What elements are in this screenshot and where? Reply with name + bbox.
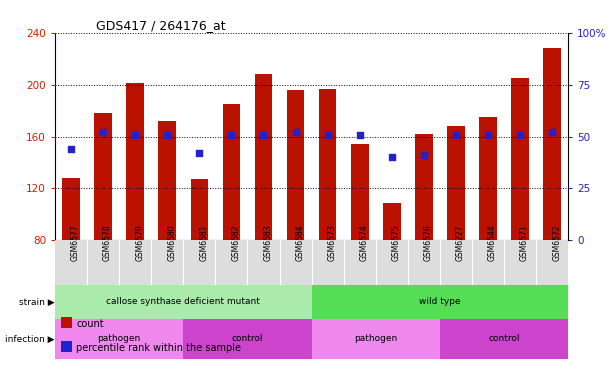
Bar: [55, 285, 312, 319]
Bar: [183, 319, 312, 359]
Text: pathogen: pathogen: [98, 335, 141, 343]
Text: GSM6575: GSM6575: [392, 224, 401, 261]
Text: count: count: [76, 319, 104, 329]
Bar: [415, 134, 433, 240]
Bar: [62, 178, 80, 240]
Point: [515, 132, 525, 138]
Point: [66, 146, 76, 152]
Point: [483, 132, 493, 138]
Point: [227, 132, 236, 138]
Bar: [511, 78, 529, 240]
Text: strain ▶: strain ▶: [20, 298, 55, 306]
Text: GSM6577: GSM6577: [71, 224, 80, 261]
Text: pathogen: pathogen: [354, 335, 397, 343]
Bar: [126, 83, 144, 240]
Bar: [158, 121, 176, 240]
Text: GSM6227: GSM6227: [456, 224, 465, 261]
Point: [194, 150, 204, 156]
Text: GSM6574: GSM6574: [360, 224, 368, 261]
Text: GSM6580: GSM6580: [167, 224, 176, 261]
Point: [291, 130, 301, 135]
Bar: [287, 90, 304, 240]
Bar: [479, 117, 497, 240]
Text: GSM6578: GSM6578: [103, 224, 112, 261]
Bar: [312, 319, 440, 359]
Point: [547, 130, 557, 135]
Text: percentile rank within the sample: percentile rank within the sample: [76, 343, 241, 353]
Text: GSM6572: GSM6572: [552, 224, 561, 261]
Point: [130, 132, 140, 138]
Bar: [543, 48, 561, 240]
Point: [355, 132, 365, 138]
Point: [419, 152, 429, 158]
Text: GSM6582: GSM6582: [232, 224, 240, 261]
Point: [323, 132, 332, 138]
Bar: [312, 285, 568, 319]
Text: GSM6584: GSM6584: [296, 224, 304, 261]
Point: [258, 132, 268, 138]
Text: GSM6581: GSM6581: [199, 224, 208, 261]
Text: control: control: [488, 335, 520, 343]
Point: [163, 132, 172, 138]
Point: [387, 154, 397, 160]
Bar: [447, 126, 465, 240]
Bar: [319, 89, 337, 240]
Bar: [55, 319, 183, 359]
Bar: [222, 104, 240, 240]
Point: [98, 130, 108, 135]
Text: GSM6571: GSM6571: [520, 224, 529, 261]
Text: GSM6544: GSM6544: [488, 224, 497, 261]
Bar: [255, 74, 273, 240]
Text: GDS417 / 264176_at: GDS417 / 264176_at: [96, 19, 225, 32]
Bar: [351, 144, 368, 240]
Text: control: control: [232, 335, 263, 343]
Text: callose synthase deficient mutant: callose synthase deficient mutant: [106, 298, 260, 306]
Bar: [383, 203, 401, 240]
Point: [451, 132, 461, 138]
Text: infection ▶: infection ▶: [5, 335, 55, 343]
Text: GSM6579: GSM6579: [135, 224, 144, 261]
Text: wild type: wild type: [419, 298, 461, 306]
Text: GSM6573: GSM6573: [327, 224, 337, 261]
Bar: [191, 179, 208, 240]
Bar: [94, 113, 112, 240]
Text: GSM6583: GSM6583: [263, 224, 273, 261]
Text: GSM6576: GSM6576: [424, 224, 433, 261]
Bar: [440, 319, 568, 359]
